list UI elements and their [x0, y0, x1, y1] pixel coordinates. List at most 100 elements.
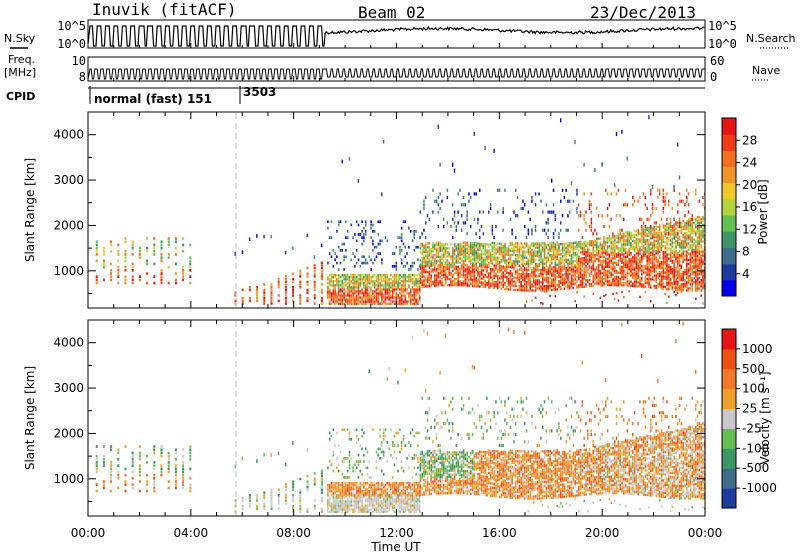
data-cell [520, 266, 522, 269]
data-cell [146, 473, 149, 477]
data-cell [432, 280, 434, 283]
data-cell [110, 240, 113, 244]
data-cell [520, 283, 522, 286]
data-cell [453, 214, 456, 218]
data-cell [95, 243, 98, 247]
data-cell [182, 278, 185, 282]
data-cell [277, 488, 280, 492]
data-cell [554, 295, 557, 298]
data-cell [455, 284, 458, 287]
data-cell [160, 259, 163, 263]
cpid-normal: normal (fast) 151 [94, 92, 212, 106]
data-cell [457, 273, 459, 277]
data-cell [655, 237, 657, 241]
data-cell [437, 255, 440, 259]
data-cell [608, 237, 611, 240]
data-cell [702, 254, 704, 257]
data-cell [696, 287, 699, 290]
data-cell [677, 284, 679, 288]
data-cell [635, 270, 638, 273]
data-cell [534, 258, 537, 262]
data-cell [406, 261, 408, 265]
data-cell [327, 498, 329, 501]
data-cell [700, 260, 702, 263]
data-cell [626, 259, 629, 263]
data-cell [345, 508, 347, 511]
data-cell [579, 261, 582, 264]
data-cell [547, 288, 549, 292]
data-cell [633, 250, 636, 253]
data-cell [493, 244, 495, 247]
data-cell [695, 283, 697, 286]
data-cell [470, 256, 472, 259]
data-cell [390, 282, 392, 285]
data-cell [423, 246, 425, 249]
data-cell [612, 277, 614, 281]
data-cell [545, 246, 548, 249]
data-cell [689, 260, 692, 264]
data-cell [527, 289, 530, 292]
data-cell [497, 262, 499, 265]
data-cell [678, 235, 681, 240]
data-cell [444, 282, 447, 285]
data-cell [560, 228, 562, 232]
data-cell [366, 284, 369, 287]
data-cell [700, 226, 702, 229]
data-cell [637, 281, 639, 284]
data-cell [648, 259, 650, 262]
data-cell [488, 272, 490, 275]
data-cell [306, 296, 309, 300]
data-cell [464, 247, 467, 250]
data-cell [680, 282, 683, 286]
data-cell [576, 255, 578, 258]
data-cell [579, 259, 582, 262]
data-cell [664, 247, 666, 250]
data-cell [464, 253, 467, 256]
data-cell [160, 240, 163, 244]
data-cell [576, 243, 578, 246]
data-cell [619, 247, 621, 250]
data-cell [615, 263, 618, 266]
data-cell [437, 263, 440, 267]
data-cell [680, 276, 683, 280]
data-cell [423, 244, 425, 247]
data-cell [443, 267, 445, 271]
data-cell [506, 279, 508, 283]
data-cell [695, 262, 697, 266]
data-cell [558, 263, 560, 266]
data-cell [339, 508, 342, 511]
data-cell [698, 215, 701, 219]
data-cell [452, 275, 454, 279]
data-cell [352, 296, 354, 299]
data-cell [102, 259, 105, 263]
data-cell [450, 271, 452, 274]
data-cell [682, 248, 684, 251]
data-cell [567, 246, 569, 249]
data-cell [560, 263, 562, 266]
data-cell [131, 477, 134, 480]
data-cell [507, 274, 510, 277]
data-cell [655, 278, 657, 281]
data-cell [320, 277, 323, 281]
data-cell [381, 239, 383, 243]
data-cell [391, 300, 394, 303]
data-cell [452, 247, 454, 250]
data-cell [95, 249, 98, 253]
data-cell [664, 259, 666, 262]
data-cell [320, 469, 323, 472]
data-cell [543, 248, 546, 251]
data-cell [513, 251, 515, 255]
data-cell [680, 242, 683, 245]
data-cell [468, 284, 470, 287]
data-cell [332, 504, 335, 507]
data-cell [330, 486, 333, 489]
data-cell [471, 250, 474, 253]
data-cell [610, 247, 612, 250]
data-cell [684, 214, 686, 218]
data-cell [411, 280, 414, 283]
data-cell [450, 257, 452, 260]
data-cell [486, 275, 488, 279]
data-cell [678, 262, 681, 265]
data-cell [606, 239, 609, 242]
data-cell [533, 256, 535, 259]
